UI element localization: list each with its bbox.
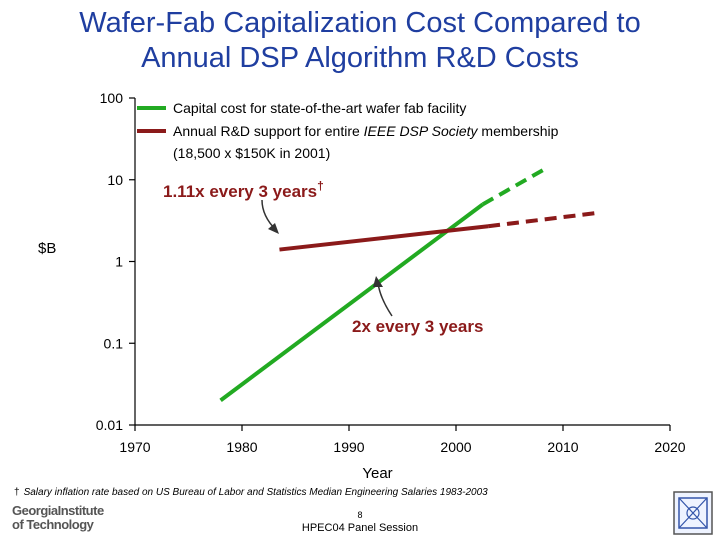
x-tick-label: 2020	[654, 439, 685, 455]
georgia-tech-logo: GeorgiaInstitute of Technology	[8, 503, 140, 533]
annotation-fab-growth: 2x every 3 years	[352, 317, 483, 336]
footnote: † Salary inflation rate based on US Burea…	[14, 487, 488, 498]
x-axis-label: Year	[362, 465, 392, 480]
y-axis-label: $B	[38, 240, 56, 257]
footnote-text: Salary inflation rate based on US Bureau…	[23, 487, 488, 498]
logo-line-1: GeorgiaInstitute	[12, 503, 104, 518]
x-tick-label: 1990	[333, 439, 364, 455]
legend-label-rd-support-detail: (18,500 x $150K in 2001)	[173, 145, 330, 161]
title-line-2: Annual DSP Algorithm R&D Costs	[141, 42, 579, 74]
x-tick-label: 2010	[547, 439, 578, 455]
chart-legend: Capital cost for state-of-the-art wafer …	[137, 100, 559, 161]
series-line-2	[481, 166, 548, 207]
y-tick-label: 1	[115, 254, 123, 270]
y-tick-label: 10	[107, 172, 123, 188]
chart-annotations: 1.11x every 3 years† 2x every 3 years	[163, 179, 483, 336]
logo-line-2: of Technology	[12, 517, 94, 532]
session-label: HPEC04 Panel Session	[301, 522, 419, 534]
annotation-rd-growth: 1.11x every 3 years†	[163, 179, 324, 201]
page-number: 8	[357, 510, 363, 520]
chart: 0.01 0.1 1 10 100 1970 1980 1990 2000 2010 2020 Yea…	[38, 90, 686, 480]
x-tick-label: 1980	[226, 439, 257, 455]
slide-title: Wafer-Fab Capitalization Cost Compared t…	[0, 6, 720, 76]
x-tick-label: 2000	[440, 439, 471, 455]
legend-label-rd-support: Annual R&D support for entire IEEE DSP S…	[173, 123, 559, 139]
y-tick-label: 100	[100, 90, 124, 106]
chart-series	[219, 166, 596, 402]
legend-label-capital-cost: Capital cost for state-of-the-art wafer …	[173, 100, 466, 116]
y-tick-label: 0.01	[96, 417, 123, 433]
series-line-1	[219, 202, 484, 402]
y-tick-label: 0.1	[104, 335, 124, 351]
series-line-3	[279, 224, 489, 252]
annotation-arrow-fab	[377, 282, 393, 317]
footnote-dagger: †	[14, 487, 20, 498]
emblem-icon	[673, 491, 713, 535]
annotation-arrowhead-rd	[268, 223, 279, 234]
annotation-arrowhead-fab	[373, 276, 383, 287]
chart-axes: 0.01 0.1 1 10 100 1970 1980 1990 2000 2010 2020 Yea…	[38, 90, 686, 480]
title-line-1: Wafer-Fab Capitalization Cost Compared t…	[79, 7, 641, 39]
series-line-4	[487, 211, 596, 229]
x-tick-label: 1970	[119, 439, 150, 455]
